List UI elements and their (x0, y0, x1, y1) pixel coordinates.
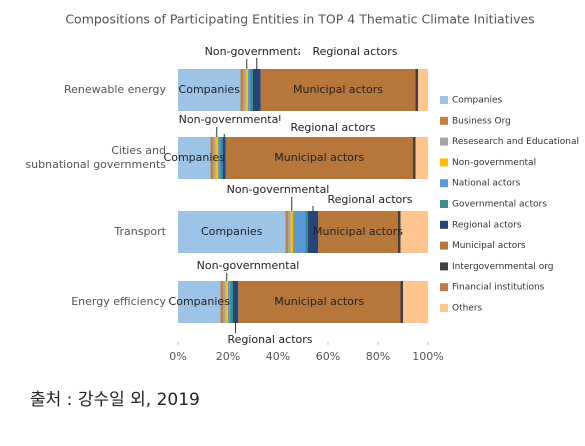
segment-label: Municipal actors (274, 151, 364, 164)
segment-label: Companies (179, 83, 241, 96)
y-tick-label: Transport (113, 225, 166, 238)
segment-label: Municipal actors (293, 83, 383, 96)
segment-label: Companies (169, 295, 231, 308)
bar-segment (220, 137, 223, 179)
bar-segment (400, 281, 403, 323)
source: 출처 : 강수일 외, 2019 (30, 390, 200, 410)
callout-label: Non-governmental (197, 259, 300, 272)
bar-segment (220, 281, 223, 323)
legend-swatch (440, 179, 448, 188)
callout-label: Regional actors (327, 193, 412, 206)
bar-segment (398, 211, 401, 253)
bar-segment (233, 281, 238, 323)
legend-swatch (440, 304, 448, 312)
bar-segment (178, 137, 211, 179)
callout-bg (175, 113, 285, 127)
callout-bg (315, 193, 425, 207)
bar-segment (293, 211, 306, 253)
x-tick-label: 20% (216, 350, 240, 363)
bar-segment (248, 69, 251, 111)
bar-segment (243, 69, 246, 111)
bar-segment (223, 281, 226, 323)
legend-swatch (440, 137, 448, 146)
bar-segment (225, 281, 228, 323)
legend-label: Resesearch and Educational (452, 137, 579, 147)
callout-label: Non-governmental (227, 183, 330, 196)
callout-bg (223, 183, 333, 197)
bar-segment (178, 69, 241, 111)
x-tick-label: 80% (366, 350, 390, 363)
y-tick-label: Energy efficiency (71, 295, 166, 308)
callout-bg (193, 259, 303, 273)
bar-segment (290, 211, 293, 253)
callout-label: Regional actors (312, 45, 397, 58)
bar-segment (178, 281, 221, 323)
legend-label: Intergovernmental org (452, 262, 553, 272)
bar-segment (210, 137, 213, 179)
legend-swatch (440, 241, 448, 250)
bar-segment (403, 281, 428, 323)
legend-swatch (440, 158, 448, 167)
callout-label: Non-governmental (205, 45, 308, 58)
legend-label: Business Org (452, 116, 511, 126)
bar-segment (288, 211, 291, 253)
segment-label: Municipal actors (313, 225, 403, 238)
callout-bg (300, 45, 410, 59)
legend-swatch (440, 220, 448, 229)
bar-segment (305, 211, 308, 253)
bar-segment (238, 281, 401, 323)
bar-segment (415, 137, 428, 179)
segment-label: Companies (164, 151, 226, 164)
legend-label: Governmental actors (452, 200, 547, 210)
bar-segment (308, 211, 318, 253)
chart-title: Compositions of Participating Entities i… (65, 12, 534, 27)
legend-label: Municipal actors (452, 241, 526, 251)
callout-label: Regional actors (227, 333, 312, 346)
legend-label: Regional actors (452, 220, 522, 230)
callout-bg (201, 45, 311, 59)
callout-bg (215, 333, 325, 347)
x-tick-label: 40% (266, 350, 290, 363)
callout-label: Regional actors (290, 121, 375, 134)
callout-bg (278, 121, 388, 135)
bar-segment (240, 69, 243, 111)
legend-swatch (440, 283, 448, 292)
bar-segment (213, 137, 216, 179)
bar-segment (418, 69, 428, 111)
legend-label: Financial institutions (452, 283, 545, 293)
bar-segment (245, 69, 248, 111)
bar-segment (285, 211, 288, 253)
bar-segment (218, 137, 221, 179)
x-tick-label: 0% (169, 350, 186, 363)
bar-segment (253, 69, 261, 111)
bar-segment (413, 137, 416, 179)
callout-label: Non-governmental (179, 113, 282, 126)
legend-label: Non-governmental (452, 158, 536, 168)
bar-segment (230, 281, 233, 323)
legend-swatch (440, 116, 448, 125)
bar-segment (228, 281, 231, 323)
legend-swatch (440, 262, 448, 271)
legend-label: National actors (452, 179, 521, 189)
legend-label: Companies (452, 96, 503, 106)
bar-segment (225, 137, 413, 179)
bar-segment (215, 137, 218, 179)
bar-segment (415, 69, 418, 111)
bar-segment (400, 211, 428, 253)
legend-swatch (440, 200, 448, 208)
bar-segment (318, 211, 398, 253)
y-tick-label: Renewable energy (64, 83, 167, 96)
bar-segment (260, 69, 416, 111)
y-tick-label: Cities and subnational governments (25, 144, 166, 171)
bar-segment (223, 137, 226, 179)
legend-swatch (440, 96, 448, 104)
x-tick-label: 100% (412, 350, 443, 363)
segment-label: Companies (201, 225, 263, 238)
segment-label: Municipal actors (274, 295, 364, 308)
x-tick-label: 60% (316, 350, 340, 363)
bar-segment (178, 211, 286, 253)
legend-label: Others (452, 304, 483, 314)
bar-segment (250, 69, 253, 111)
